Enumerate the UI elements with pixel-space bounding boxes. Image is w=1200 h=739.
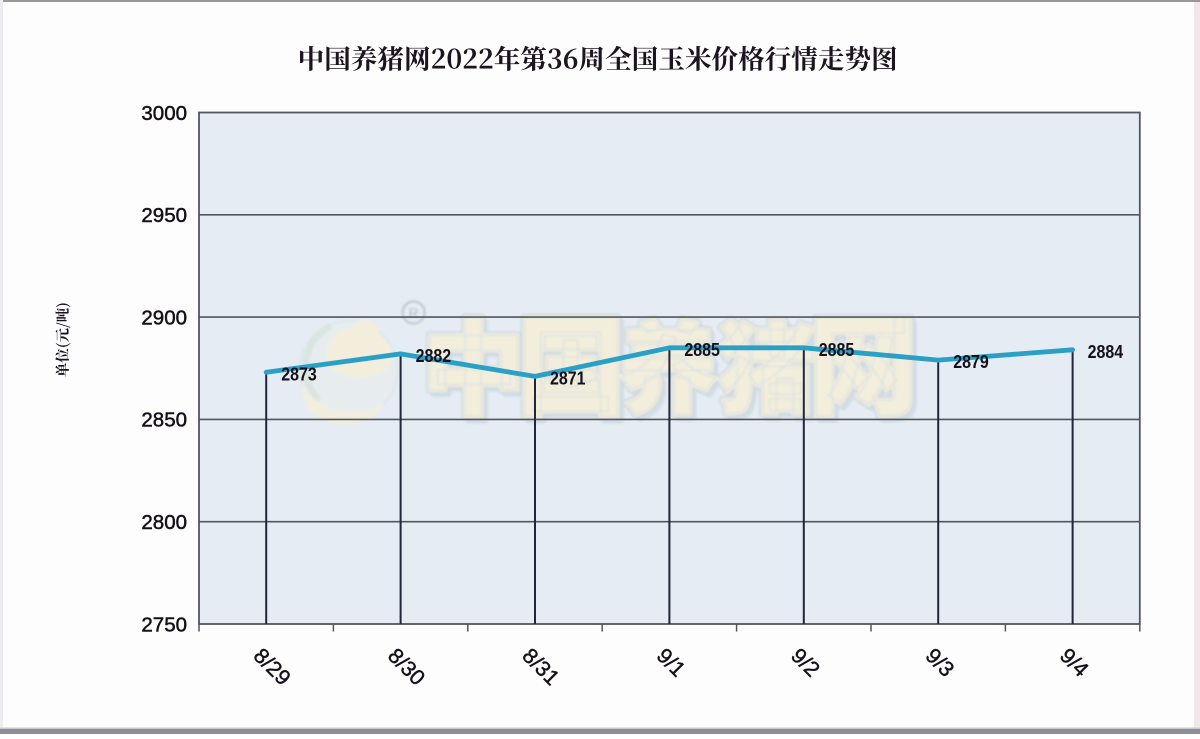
- svg-text:2885: 2885: [819, 339, 855, 360]
- svg-text:2879: 2879: [953, 351, 989, 372]
- svg-text:2900: 2900: [141, 306, 187, 329]
- svg-text:2882: 2882: [416, 345, 452, 366]
- svg-text:2885: 2885: [684, 339, 720, 360]
- svg-text:2873: 2873: [281, 363, 317, 384]
- svg-text:2884: 2884: [1088, 341, 1124, 362]
- svg-text:2800: 2800: [141, 511, 187, 534]
- svg-text:2750: 2750: [141, 613, 187, 636]
- svg-text:3000: 3000: [141, 102, 187, 125]
- svg-text:2950: 2950: [141, 204, 187, 227]
- svg-text:R: R: [409, 305, 419, 321]
- svg-text:2850: 2850: [141, 409, 187, 432]
- svg-text:2871: 2871: [550, 367, 586, 388]
